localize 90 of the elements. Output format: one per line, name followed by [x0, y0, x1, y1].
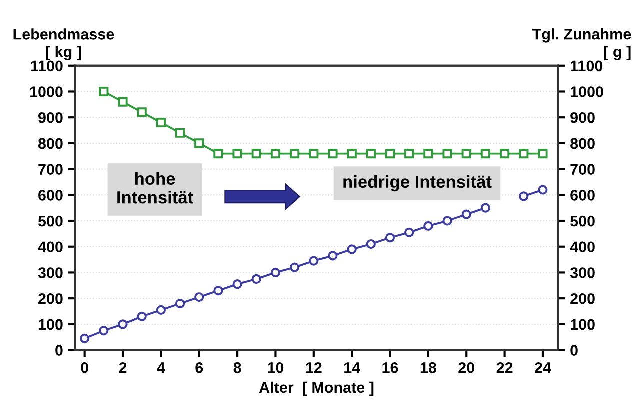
x-tick-label: 20: [458, 362, 474, 374]
point: [137, 108, 147, 118]
point: [366, 148, 376, 159]
point: [442, 216, 452, 226]
point: [290, 262, 300, 272]
point: [118, 97, 128, 107]
point: [519, 148, 529, 159]
point: [404, 228, 414, 238]
x-tick-label: 8: [234, 362, 242, 374]
x-tick-label: 22: [496, 362, 513, 374]
point: [194, 292, 204, 302]
point: [175, 298, 186, 309]
y-tick-label: 800: [38, 138, 63, 150]
point: [80, 334, 90, 344]
point: [309, 256, 319, 266]
point: [118, 320, 128, 330]
point: [290, 148, 300, 159]
point: [252, 148, 262, 159]
y2-tick-label: 100: [571, 319, 595, 330]
point: [500, 148, 510, 159]
x-tick-label: 24: [535, 362, 552, 374]
y2-tick-label: 300: [570, 268, 595, 278]
y2-tick-label: 1100: [571, 60, 603, 72]
point: [519, 192, 529, 202]
point: [156, 118, 166, 128]
point: [385, 233, 396, 243]
y2-tick-label: 400: [570, 242, 595, 253]
y2-tick-label: 0: [570, 345, 578, 356]
point: [309, 148, 319, 159]
point: [232, 148, 242, 159]
point: [424, 148, 434, 159]
y-tick-label: 0: [56, 345, 63, 356]
y2-tick-label: 500: [570, 216, 595, 227]
x-tick-label: 16: [382, 362, 398, 374]
y2-tick-label: 1000: [571, 86, 604, 98]
y-tick-label: 200: [38, 293, 63, 304]
x-tick-label: 14: [344, 362, 360, 374]
point: [194, 138, 204, 148]
point: [538, 185, 548, 195]
y-tick-label: 500: [38, 216, 63, 227]
point: [99, 326, 109, 336]
point: [480, 148, 491, 159]
x-tick-label: 18: [420, 362, 436, 374]
point: [424, 221, 434, 231]
point: [462, 210, 472, 220]
x-tick-label: 4: [157, 362, 166, 374]
x-tick-label: 0: [81, 362, 88, 374]
y2-axis-title: Tgl. Zunahme [ g ]: [532, 28, 632, 60]
point: [462, 148, 472, 159]
point: [214, 286, 224, 296]
x-axis-title: Alter [ Monate ]: [259, 382, 374, 396]
x-tick-label: 10: [268, 362, 284, 374]
y2-tick-label: 200: [570, 293, 595, 304]
y-tick-label: 1100: [31, 60, 63, 72]
point: [328, 251, 338, 261]
y2-tick-label: 600: [570, 190, 595, 201]
y-tick-label: 300: [38, 268, 63, 278]
x-tick-label: 12: [306, 362, 322, 374]
y-tick-label: 900: [38, 112, 63, 124]
y-tick-label: 100: [38, 319, 63, 330]
point: [480, 203, 491, 213]
point: [137, 312, 147, 322]
y-tick-label: 600: [38, 190, 63, 201]
point: [385, 148, 396, 159]
point: [347, 148, 357, 159]
y2-tick-label: 700: [570, 164, 595, 175]
point: [270, 268, 281, 278]
annotation: hohe Intensität: [118, 172, 194, 204]
point: [252, 274, 262, 284]
point: [214, 148, 224, 159]
x-tick-label: 2: [119, 362, 127, 374]
y-tick-label: 700: [38, 164, 63, 175]
point: [156, 305, 166, 315]
y-tick-label: 400: [38, 242, 63, 253]
annotation: niedrige Intensität: [344, 175, 492, 192]
point: [270, 148, 281, 159]
point: [175, 128, 186, 138]
point: [328, 148, 338, 159]
point: [366, 239, 376, 250]
x-tick-label: 6: [196, 362, 204, 374]
point: [404, 148, 414, 159]
y2-tick-label: 900: [570, 112, 595, 124]
y-tick-label: 1000: [30, 86, 63, 98]
point: [232, 280, 242, 290]
point: [347, 244, 357, 254]
point: [538, 148, 548, 159]
y-axis-title: Lebendmasse [ kg ]: [14, 28, 114, 60]
point: [99, 86, 109, 97]
y2-tick-label: 800: [570, 138, 595, 150]
point: [442, 148, 452, 159]
